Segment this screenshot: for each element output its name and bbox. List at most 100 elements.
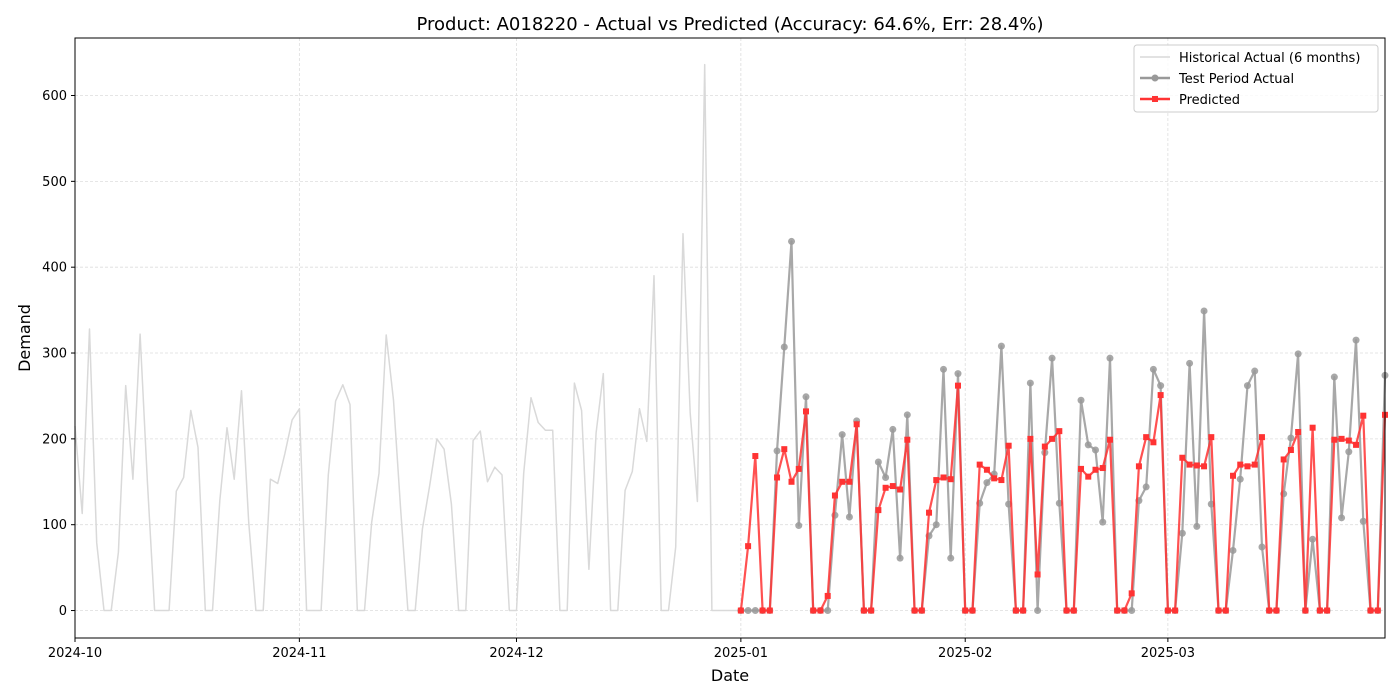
data-point [1128, 590, 1135, 597]
data-point [759, 607, 766, 614]
data-point [1085, 473, 1092, 480]
y-tick-label: 0 [59, 604, 67, 619]
data-point [1215, 607, 1222, 614]
data-point [745, 543, 752, 550]
data-point [845, 513, 853, 521]
data-point [882, 473, 890, 481]
data-point [1251, 461, 1258, 468]
data-point [1099, 518, 1107, 526]
data-point [918, 607, 925, 614]
y-axis-label: Demand [15, 304, 34, 372]
data-point [1374, 607, 1381, 614]
axis-ticks: 0 100 200 300 400 500 600 2024-10 2024-11 2024-12… [42, 89, 1195, 661]
data-point [1258, 543, 1266, 551]
data-point [1244, 463, 1251, 470]
data-point [933, 477, 940, 484]
y-tick-label: 600 [42, 89, 67, 104]
data-point [1041, 443, 1048, 450]
data-point [773, 447, 781, 455]
data-point [1359, 517, 1367, 525]
y-tick-label: 500 [42, 175, 67, 190]
data-point [1077, 396, 1085, 404]
legend-marker-test-actual [1151, 74, 1159, 82]
data-point [1092, 466, 1099, 473]
legend: Historical Actual (6 months) Test Period… [1133, 44, 1379, 113]
data-point [1330, 373, 1338, 381]
data-point [1280, 456, 1287, 463]
data-point [1352, 336, 1360, 344]
data-point [1070, 607, 1077, 614]
data-point [1128, 607, 1136, 615]
series-line [740, 240, 1387, 612]
data-point [831, 492, 838, 499]
data-point [1302, 607, 1309, 614]
data-point [1360, 412, 1367, 419]
data-point [1201, 463, 1208, 470]
data-point [1258, 434, 1265, 441]
data-point [1106, 354, 1114, 362]
data-point [1056, 428, 1063, 435]
data-point [991, 475, 998, 482]
series-layer [74, 63, 1389, 615]
data-point [1164, 607, 1171, 614]
data-point [1157, 392, 1164, 399]
data-point [1034, 607, 1042, 615]
legend-label-test-actual: Test Period Actual [1178, 72, 1294, 87]
data-point [926, 509, 933, 516]
data-point [752, 453, 759, 460]
data-point [1251, 367, 1259, 375]
data-point [1309, 424, 1316, 431]
data-point [795, 522, 803, 530]
data-point [1338, 514, 1346, 522]
data-point [874, 458, 882, 466]
data-point [897, 486, 904, 493]
data-point [1179, 454, 1186, 461]
data-point [1012, 607, 1019, 614]
data-point [932, 521, 940, 529]
plot-area-frame [74, 37, 1386, 639]
data-point [1353, 441, 1360, 448]
data-point [1345, 448, 1353, 456]
data-point [1295, 428, 1302, 435]
data-point [976, 461, 983, 468]
x-tick-label: 2024-11 [272, 646, 326, 661]
data-point [1026, 379, 1034, 387]
data-point [810, 607, 817, 614]
x-tick-label: 2024-12 [489, 646, 543, 661]
data-point [1143, 434, 1150, 441]
data-point [780, 343, 788, 351]
data-point [1324, 607, 1331, 614]
data-point [766, 607, 773, 614]
data-point [903, 411, 911, 419]
x-tick-label: 2025-01 [714, 646, 768, 661]
data-point [1157, 382, 1165, 390]
data-point [998, 477, 1005, 484]
data-point [1229, 546, 1237, 554]
data-point [1309, 535, 1317, 543]
data-point [737, 607, 744, 614]
data-point [983, 479, 991, 487]
data-point [1345, 437, 1352, 444]
series-predicted [737, 382, 1388, 614]
data-point [1287, 447, 1294, 454]
data-point [882, 484, 889, 491]
data-point [868, 607, 875, 614]
data-point [889, 425, 897, 433]
series-line [74, 63, 741, 612]
y-tick-label: 400 [42, 261, 67, 276]
data-point [1243, 382, 1251, 390]
data-point [1121, 607, 1128, 614]
data-point [788, 237, 796, 245]
data-point [1331, 436, 1338, 443]
legend-label-historical: Historical Actual (6 months) [1179, 51, 1360, 66]
data-point [846, 478, 853, 485]
data-point [997, 342, 1005, 350]
x-tick-label: 2025-03 [1141, 646, 1195, 661]
y-tick-label: 100 [42, 518, 67, 533]
data-point [1142, 483, 1150, 491]
data-point [947, 476, 954, 483]
data-point [940, 474, 947, 481]
data-point [1063, 607, 1070, 614]
data-point [817, 607, 824, 614]
